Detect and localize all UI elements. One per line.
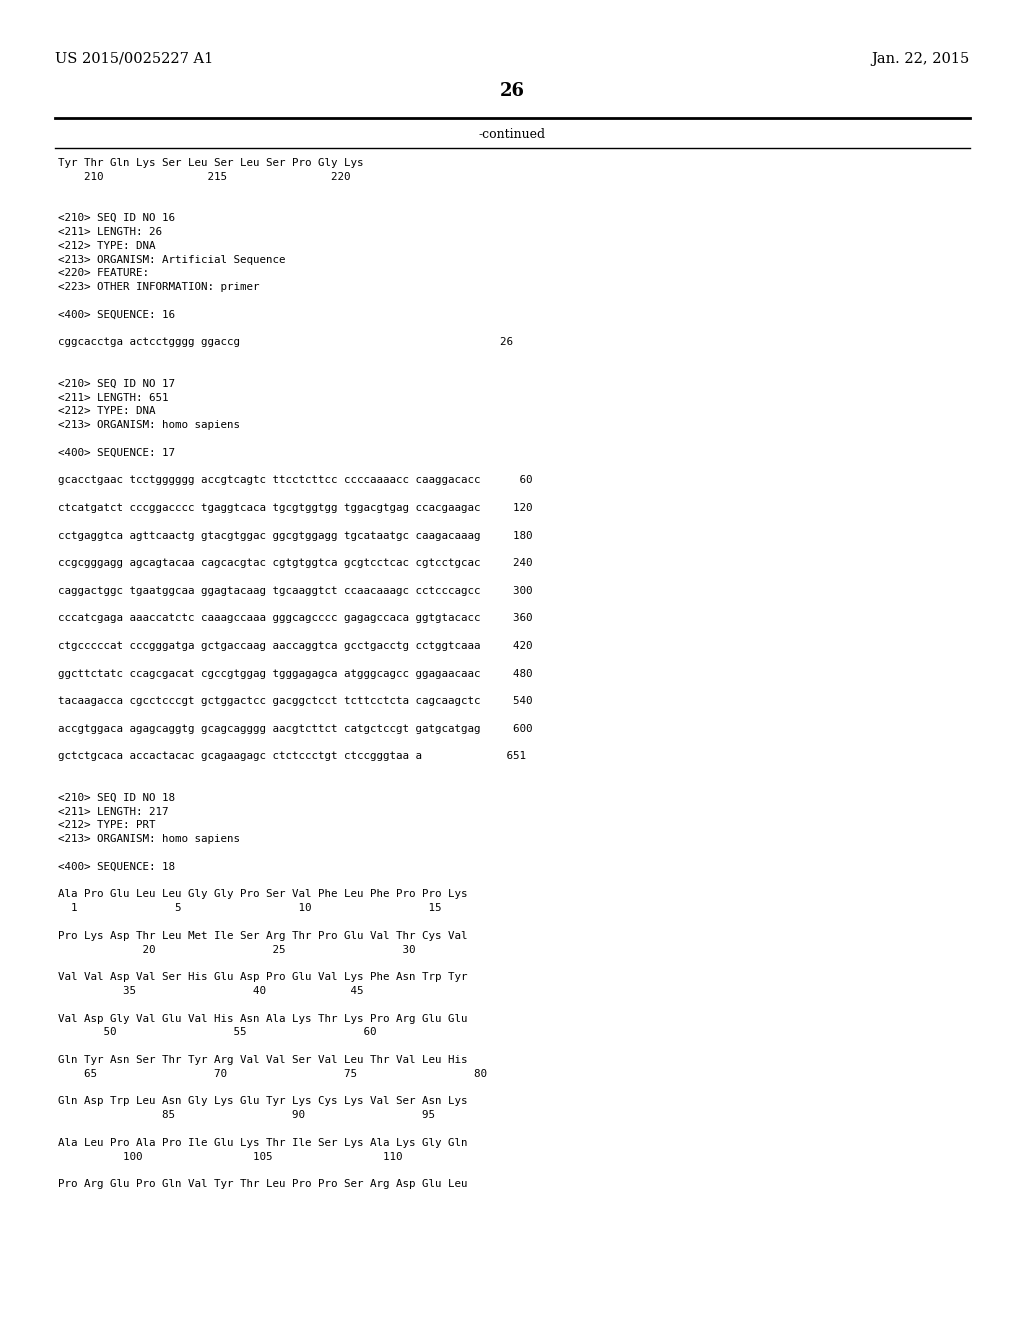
Text: gcacctgaac tcctgggggg accgtcagtc ttcctcttcc ccccaaaacc caaggacacc      60: gcacctgaac tcctgggggg accgtcagtc ttcctct… [58,475,532,486]
Text: <211> LENGTH: 651: <211> LENGTH: 651 [58,392,169,403]
Text: Pro Lys Asp Thr Leu Met Ile Ser Arg Thr Pro Glu Val Thr Cys Val: Pro Lys Asp Thr Leu Met Ile Ser Arg Thr … [58,931,468,941]
Text: Jan. 22, 2015: Jan. 22, 2015 [871,51,970,66]
Text: <400> SEQUENCE: 18: <400> SEQUENCE: 18 [58,862,175,871]
Text: 85                  90                  95: 85 90 95 [58,1110,435,1121]
Text: gctctgcaca accactacac gcagaagagc ctctccctgt ctccgggtaa a             651: gctctgcaca accactacac gcagaagagc ctctccc… [58,751,526,762]
Text: <210> SEQ ID NO 18: <210> SEQ ID NO 18 [58,793,175,803]
Text: 100                 105                 110: 100 105 110 [58,1151,402,1162]
Text: Ala Pro Glu Leu Leu Gly Gly Pro Ser Val Phe Leu Phe Pro Pro Lys: Ala Pro Glu Leu Leu Gly Gly Pro Ser Val … [58,890,468,899]
Text: tacaagacca cgcctcccgt gctggactcc gacggctcct tcttcctcta cagcaagctc     540: tacaagacca cgcctcccgt gctggactcc gacggct… [58,696,532,706]
Text: ctgcccccat cccgggatga gctgaccaag aaccaggtca gcctgacctg cctggtcaaa     420: ctgcccccat cccgggatga gctgaccaag aaccagg… [58,642,532,651]
Text: 65                  70                  75                  80: 65 70 75 80 [58,1069,487,1078]
Text: <212> TYPE: PRT: <212> TYPE: PRT [58,821,156,830]
Text: Tyr Thr Gln Lys Ser Leu Ser Leu Ser Pro Gly Lys: Tyr Thr Gln Lys Ser Leu Ser Leu Ser Pro … [58,158,364,168]
Text: US 2015/0025227 A1: US 2015/0025227 A1 [55,51,213,66]
Text: caggactggc tgaatggcaa ggagtacaag tgcaaggtct ccaacaaagc cctcccagcc     300: caggactggc tgaatggcaa ggagtacaag tgcaagg… [58,586,532,595]
Text: Ala Leu Pro Ala Pro Ile Glu Lys Thr Ile Ser Lys Ala Lys Gly Gln: Ala Leu Pro Ala Pro Ile Glu Lys Thr Ile … [58,1138,468,1148]
Text: Pro Arg Glu Pro Gln Val Tyr Thr Leu Pro Pro Ser Arg Asp Glu Leu: Pro Arg Glu Pro Gln Val Tyr Thr Leu Pro … [58,1179,468,1189]
Text: <212> TYPE: DNA: <212> TYPE: DNA [58,407,156,416]
Text: accgtggaca agagcaggtg gcagcagggg aacgtcttct catgctccgt gatgcatgag     600: accgtggaca agagcaggtg gcagcagggg aacgtct… [58,723,532,734]
Text: <213> ORGANISM: homo sapiens: <213> ORGANISM: homo sapiens [58,834,240,845]
Text: -continued: -continued [478,128,546,141]
Text: <213> ORGANISM: homo sapiens: <213> ORGANISM: homo sapiens [58,420,240,430]
Text: Gln Tyr Asn Ser Thr Tyr Arg Val Val Ser Val Leu Thr Val Leu His: Gln Tyr Asn Ser Thr Tyr Arg Val Val Ser … [58,1055,468,1065]
Text: 210                215                220: 210 215 220 [58,172,350,182]
Text: <220> FEATURE:: <220> FEATURE: [58,268,150,279]
Text: Val Asp Gly Val Glu Val His Asn Ala Lys Thr Lys Pro Arg Glu Glu: Val Asp Gly Val Glu Val His Asn Ala Lys … [58,1014,468,1023]
Text: cctgaggtca agttcaactg gtacgtggac ggcgtggagg tgcataatgc caagacaaag     180: cctgaggtca agttcaactg gtacgtggac ggcgtgg… [58,531,532,541]
Text: 35                  40             45: 35 40 45 [58,986,364,997]
Text: <212> TYPE: DNA: <212> TYPE: DNA [58,240,156,251]
Text: <211> LENGTH: 26: <211> LENGTH: 26 [58,227,162,238]
Text: Gln Asp Trp Leu Asn Gly Lys Glu Tyr Lys Cys Lys Val Ser Asn Lys: Gln Asp Trp Leu Asn Gly Lys Glu Tyr Lys … [58,1097,468,1106]
Text: 50                  55                  60: 50 55 60 [58,1027,377,1038]
Text: ggcttctatc ccagcgacat cgccgtggag tgggagagca atgggcagcc ggagaacaac     480: ggcttctatc ccagcgacat cgccgtggag tgggaga… [58,669,532,678]
Text: <210> SEQ ID NO 16: <210> SEQ ID NO 16 [58,214,175,223]
Text: Val Val Asp Val Ser His Glu Asp Pro Glu Val Lys Phe Asn Trp Tyr: Val Val Asp Val Ser His Glu Asp Pro Glu … [58,973,468,982]
Text: cccatcgaga aaaccatctc caaagccaaa gggcagcccc gagagccaca ggtgtacacc     360: cccatcgaga aaaccatctc caaagccaaa gggcagc… [58,614,532,623]
Text: 1               5                  10                  15: 1 5 10 15 [58,903,441,913]
Text: <213> ORGANISM: Artificial Sequence: <213> ORGANISM: Artificial Sequence [58,255,286,264]
Text: <400> SEQUENCE: 17: <400> SEQUENCE: 17 [58,447,175,458]
Text: <400> SEQUENCE: 16: <400> SEQUENCE: 16 [58,310,175,319]
Text: <210> SEQ ID NO 17: <210> SEQ ID NO 17 [58,379,175,389]
Text: cggcacctga actcctgggg ggaccg                                        26: cggcacctga actcctgggg ggaccg 26 [58,338,513,347]
Text: ccgcgggagg agcagtacaa cagcacgtac cgtgtggtca gcgtcctcac cgtcctgcac     240: ccgcgggagg agcagtacaa cagcacgtac cgtgtgg… [58,558,532,568]
Text: 26: 26 [500,82,524,100]
Text: 20                  25                  30: 20 25 30 [58,945,416,954]
Text: ctcatgatct cccggacccc tgaggtcaca tgcgtggtgg tggacgtgag ccacgaagac     120: ctcatgatct cccggacccc tgaggtcaca tgcgtgg… [58,503,532,513]
Text: <223> OTHER INFORMATION: primer: <223> OTHER INFORMATION: primer [58,282,259,292]
Text: <211> LENGTH: 217: <211> LENGTH: 217 [58,807,169,817]
